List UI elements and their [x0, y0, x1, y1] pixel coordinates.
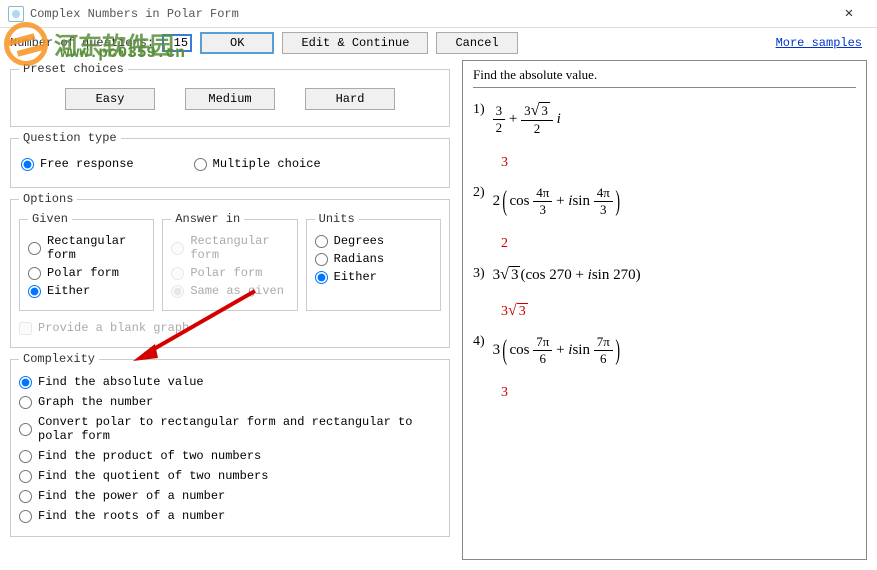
hard-button[interactable]: Hard [305, 88, 395, 110]
watermark-url: www.pc0359.cn [60, 44, 185, 62]
complexity-item-1[interactable]: Graph the number [19, 392, 441, 412]
answer-3: 3√3 [501, 302, 856, 320]
preset-legend: Preset choices [19, 62, 128, 76]
cancel-button[interactable]: Cancel [436, 32, 517, 54]
complexity-item-0[interactable]: Find the absolute value [19, 372, 441, 392]
edit-continue-button[interactable]: Edit & Continue [282, 32, 428, 54]
problem-2: 2)2(cos 4π3 + isin 4π3) [473, 185, 856, 218]
complexity-item-6[interactable]: Find the roots of a number [19, 506, 441, 526]
ok-button[interactable]: OK [200, 32, 274, 54]
units-radians[interactable]: Radians [315, 250, 432, 268]
problem-3: 3)3√3(cos 270 + isin 270) [473, 266, 856, 284]
titlebar: Complex Numbers in Polar Form ✕ [0, 0, 877, 28]
qtype-legend: Question type [19, 131, 121, 145]
window-title: Complex Numbers in Polar Form [30, 7, 829, 21]
options-fieldset: Options Given Rectangular form Polar for… [10, 192, 450, 348]
qtype-multiple-radio[interactable] [194, 158, 207, 171]
given-polar[interactable]: Polar form [28, 264, 145, 282]
main-area: Preset choices Easy Medium Hard Question… [0, 58, 877, 570]
given-fieldset: Given Rectangular form Polar form Either [19, 212, 154, 311]
answer-4: 3 [501, 385, 856, 401]
given-either[interactable]: Either [28, 282, 145, 300]
complexity-item-4[interactable]: Find the quotient of two numbers [19, 466, 441, 486]
close-button[interactable]: ✕ [829, 2, 869, 26]
preview-title: Find the absolute value. [473, 67, 856, 88]
answer-2: 2 [501, 236, 856, 252]
units-either[interactable]: Either [315, 268, 432, 286]
more-samples-link[interactable]: More samples [776, 36, 862, 50]
preset-fieldset: Preset choices Easy Medium Hard [10, 62, 450, 127]
qtype-multiple[interactable]: Multiple choice [194, 155, 321, 173]
problem-1: 1)32 + 3√32 i [473, 102, 856, 137]
easy-button[interactable]: Easy [65, 88, 155, 110]
complexity-item-2[interactable]: Convert polar to rectangular form and re… [19, 412, 441, 446]
complexity-item-5[interactable]: Find the power of a number [19, 486, 441, 506]
qtype-fieldset: Question type Free response Multiple cho… [10, 131, 450, 188]
units-fieldset: Units Degrees Radians Either [306, 212, 441, 311]
medium-button[interactable]: Medium [185, 88, 275, 110]
answerin-polar: Polar form [171, 264, 288, 282]
units-degrees[interactable]: Degrees [315, 232, 432, 250]
qtype-free-radio[interactable] [21, 158, 34, 171]
answerin-fieldset: Answer in Rectangular form Polar form Sa… [162, 212, 297, 311]
qtype-free[interactable]: Free response [21, 155, 134, 173]
answerin-same: Same as given [171, 282, 288, 300]
problem-4: 4)3(cos 7π6 + isin 7π6) [473, 334, 856, 367]
options-legend: Options [19, 192, 77, 206]
complexity-fieldset: Complexity Find the absolute valueGraph … [10, 352, 450, 537]
preview-panel: Find the absolute value. 1)32 + 3√32 i 3 2… [462, 60, 867, 560]
blank-graph-check: Provide a blank graph [19, 319, 441, 337]
left-panel: Preset choices Easy Medium Hard Question… [0, 58, 460, 570]
answer-1: 3 [501, 155, 856, 171]
app-icon [8, 6, 24, 22]
complexity-legend: Complexity [19, 352, 99, 366]
answerin-rect: Rectangular form [171, 232, 288, 264]
complexity-item-3[interactable]: Find the product of two numbers [19, 446, 441, 466]
given-rect[interactable]: Rectangular form [28, 232, 145, 264]
